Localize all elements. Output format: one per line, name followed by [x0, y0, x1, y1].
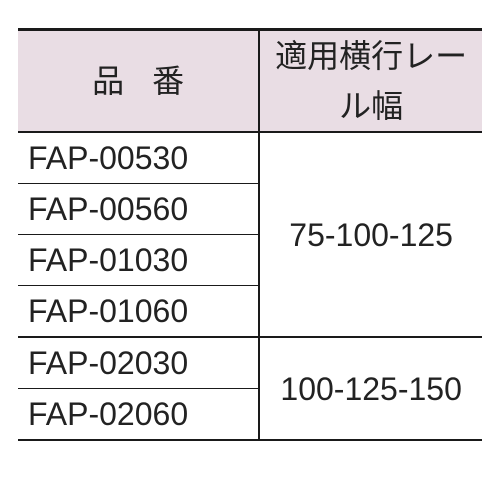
part-number-cell: FAP-02030: [18, 337, 259, 389]
table-row: FAP-02030100-125-150: [18, 337, 482, 389]
part-number-cell: FAP-02060: [18, 389, 259, 441]
part-number-cell: FAP-00560: [18, 184, 259, 235]
rail-width-cell: 100-125-150: [259, 337, 482, 440]
spec-table: 品番 適用横行レール幅 FAP-0053075-100-125FAP-00560…: [18, 28, 482, 441]
part-number-cell: FAP-01060: [18, 286, 259, 338]
header-rail-width: 適用横行レール幅: [259, 30, 482, 133]
rail-width-cell: 75-100-125: [259, 132, 482, 337]
header-part-number: 品番: [18, 30, 259, 133]
part-number-cell: FAP-00530: [18, 132, 259, 184]
table-row: FAP-0053075-100-125: [18, 132, 482, 184]
part-number-cell: FAP-01030: [18, 235, 259, 286]
header-row: 品番 適用横行レール幅: [18, 30, 482, 133]
